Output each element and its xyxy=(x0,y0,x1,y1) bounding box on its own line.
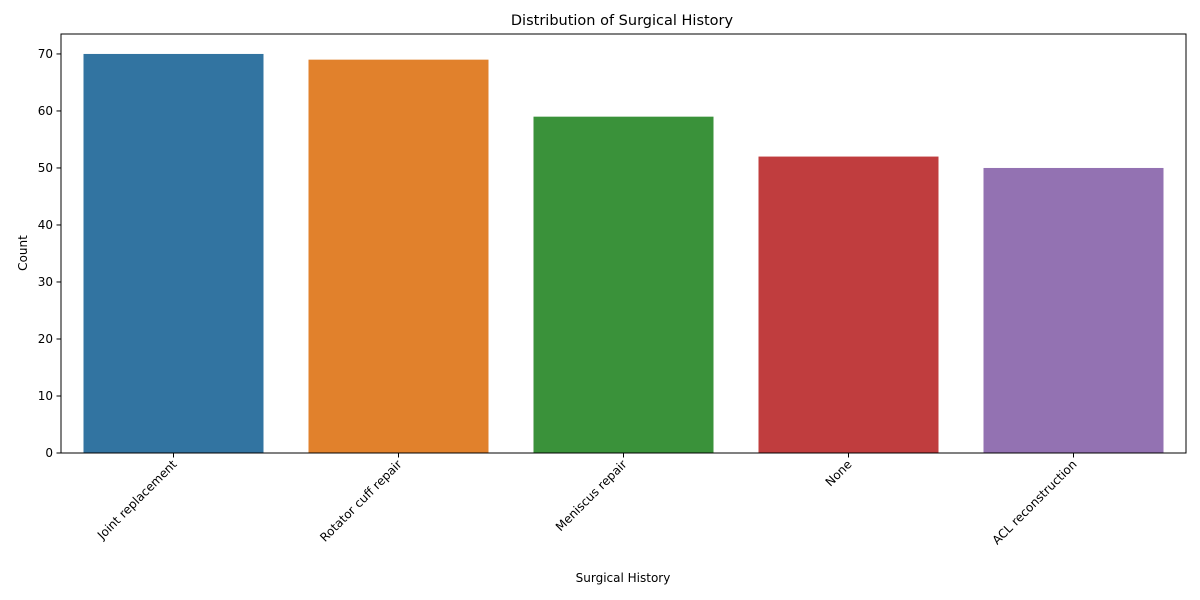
bar-acl-reconstruction xyxy=(983,167,1164,453)
y-axis-label: Count xyxy=(16,235,30,271)
plot-frame xyxy=(60,33,1187,454)
x-tick-label: None xyxy=(823,457,855,489)
x-tick-label: ACL reconstruction xyxy=(989,457,1079,547)
x-axis: Joint replacement Rotator cuff repair Meni… xyxy=(94,453,1080,547)
y-tick-label: 40 xyxy=(38,218,53,232)
bar-none xyxy=(758,156,939,453)
y-tick-label: 20 xyxy=(38,332,53,346)
y-axis: 0 10 20 30 40 50 60 70 xyxy=(38,47,61,460)
bar-meniscus-repair xyxy=(533,116,714,454)
x-tick-label: Joint replacement xyxy=(94,457,180,543)
y-tick-label: 60 xyxy=(38,104,53,118)
bars-group xyxy=(83,53,1164,454)
bar-joint-replacement xyxy=(83,53,264,453)
y-tick-label: 50 xyxy=(38,161,53,175)
y-tick-label: 0 xyxy=(45,446,53,460)
x-axis-label: Surgical History xyxy=(576,571,671,585)
bar-rotator-cuff-repair xyxy=(308,59,489,453)
y-tick-label: 30 xyxy=(38,275,53,289)
y-tick-label: 10 xyxy=(38,389,53,403)
x-tick-label: Rotator cuff repair xyxy=(317,457,404,544)
chart-title: Distribution of Surgical History xyxy=(511,13,734,29)
x-tick-label: Meniscus repair xyxy=(553,457,630,534)
y-tick-label: 70 xyxy=(38,47,53,61)
